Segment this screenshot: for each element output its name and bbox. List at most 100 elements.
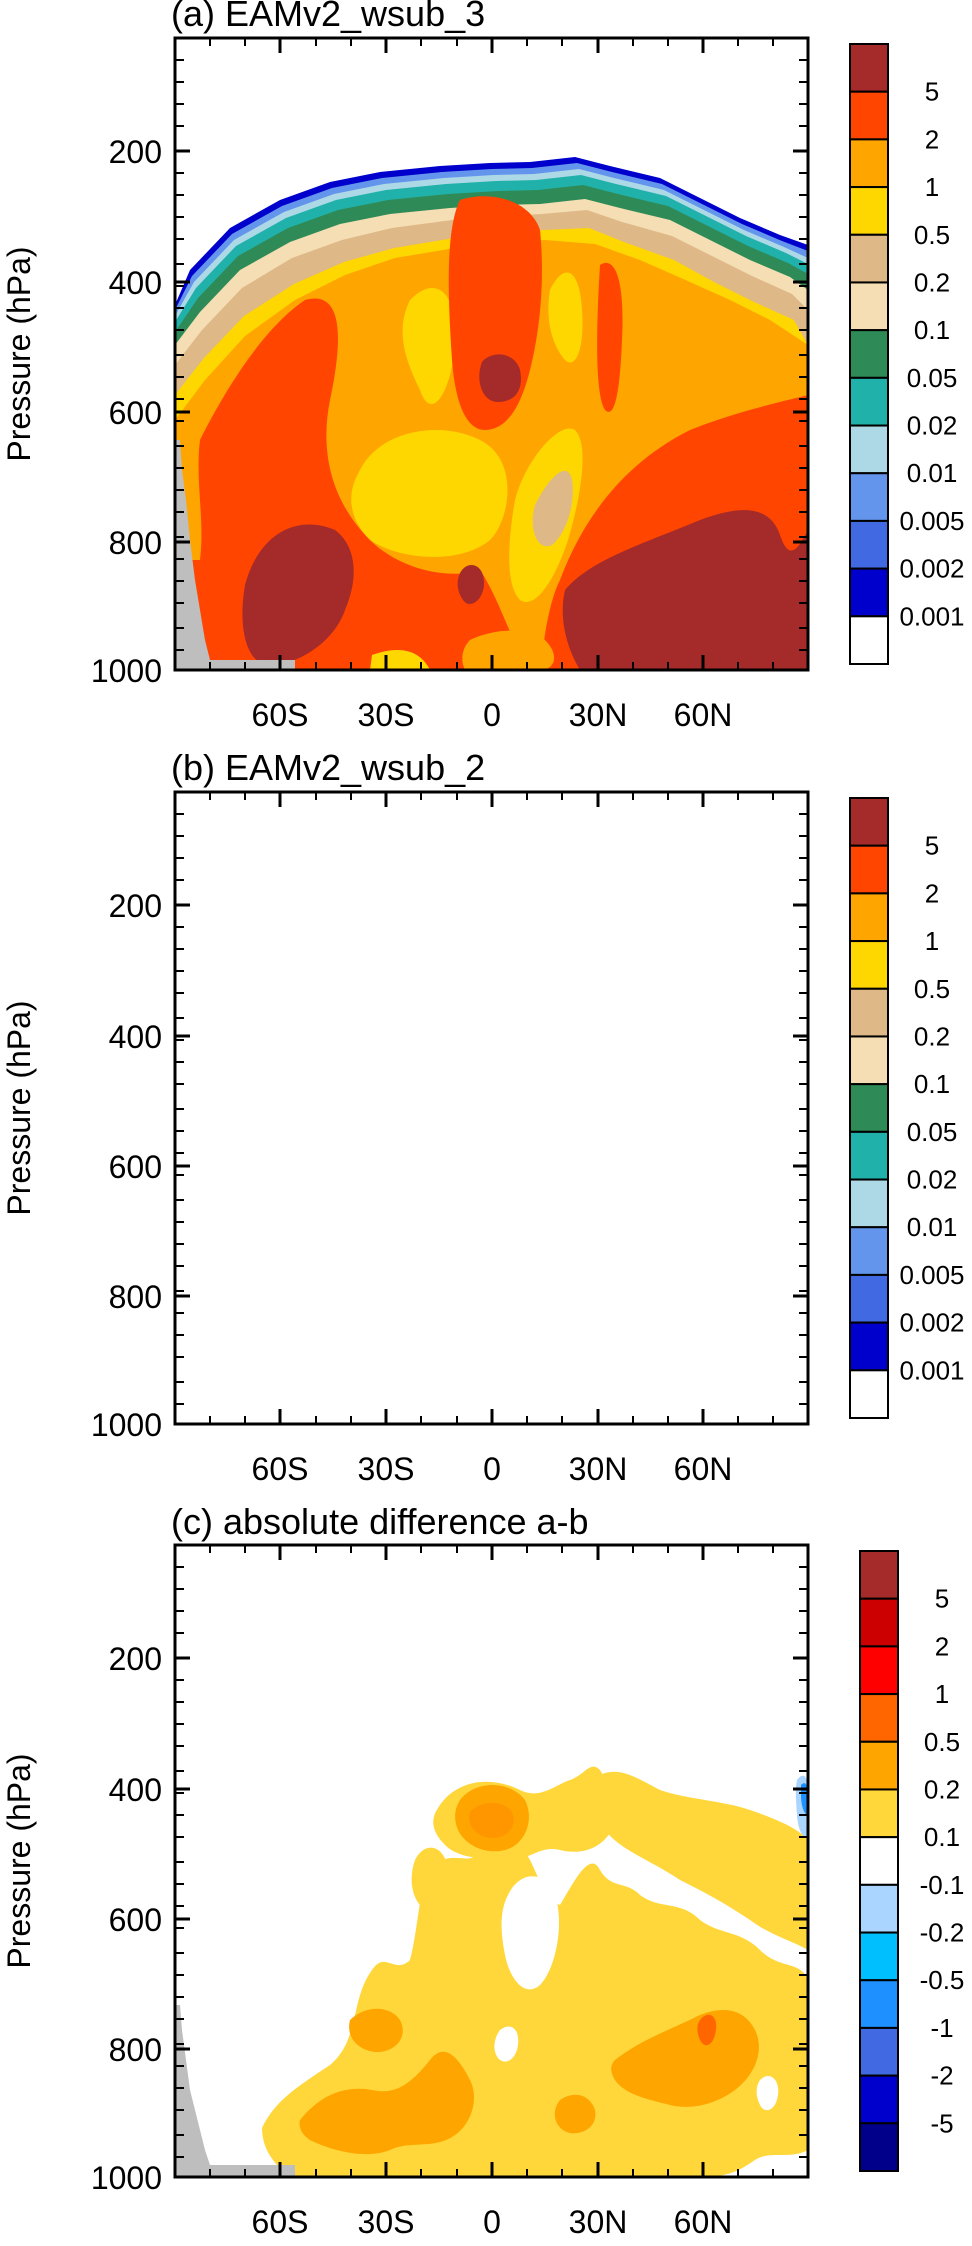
- panel-a-xtick-60S: 60S: [252, 697, 309, 733]
- colorbar-swatch: [859, 1883, 899, 1934]
- diff-level-0.2-nh: [611, 2010, 759, 2107]
- colorbar-swatch: [849, 797, 889, 847]
- panel-a-x-ticks: [278, 38, 705, 670]
- panel-b-frame: [173, 790, 810, 1426]
- colorbar-label: 0.002: [899, 554, 964, 584]
- contour-level-2-sfc-sh: [180, 1314, 220, 1424]
- colorbar-swatch: [849, 186, 889, 236]
- diff-level-0.1-nh-upper: [594, 1771, 808, 1950]
- panel-a-ytick-200: 200: [109, 134, 162, 170]
- panel-b-colorbar: 5 2 1 0.5 0.2 0.1 0.05 0.02 0.01 0.005 0.002 0.001: [849, 797, 965, 1420]
- diff-negative-spot-2: [801, 1783, 808, 1815]
- colorbar-label: 0.02: [907, 411, 958, 441]
- contour-level-2-nh-spot: [594, 1042, 614, 1090]
- colorbar-label: 0.001: [899, 1355, 964, 1385]
- panel-a: (a) EAMv2_wsub_3: [1, 0, 965, 733]
- contour-level-0.1: [175, 953, 808, 1424]
- colorbar-swatch: [849, 1273, 889, 1324]
- contour-level-0.2: [175, 964, 808, 1424]
- panel-c-y-major-ticks: [175, 1656, 808, 2051]
- colorbar-swatch: [849, 1035, 889, 1086]
- panel-c-xtick-30N: 30N: [569, 2204, 628, 2240]
- panel-a-xtick-60N: 60N: [674, 697, 733, 733]
- panel-a-ylabel: Pressure (hPa): [1, 246, 37, 461]
- panel-c-xtick-30S: 30S: [358, 2204, 415, 2240]
- colorbar-swatch: [859, 1645, 899, 1696]
- colorbar-label: 0.2: [924, 1774, 960, 1804]
- contour-level-0.5-center-pocket: [351, 430, 508, 557]
- colorbar-label: 0.2: [914, 1021, 950, 1051]
- colorbar-label: 2: [925, 124, 939, 154]
- contour-level-0.2-right-blob: [532, 470, 573, 547]
- contour-level-0.5-left-pocket: [402, 288, 456, 405]
- colorbar-label: 0.1: [914, 1069, 950, 1099]
- colorbar-swatch: [859, 1693, 899, 1743]
- colorbar-label: 0.2: [914, 267, 950, 297]
- contour-level-5-spot: [457, 565, 485, 605]
- panel-a-title: (a) EAMv2_wsub_3: [171, 0, 485, 34]
- antarctica-mask: [175, 2005, 295, 2177]
- colorbar-swatch: [849, 615, 889, 665]
- contour-level-0.5-center-pocket: [351, 1184, 507, 1311]
- panel-c-xtick-0: 0: [483, 2204, 501, 2240]
- colorbar-swatch: [859, 1979, 899, 2029]
- contour-level-0.5-left-pocket: [403, 1042, 456, 1158]
- colorbar-swatch: [859, 1836, 899, 1886]
- panel-c-colorbar: 5 2 1 0.5 0.2 0.1 -0.1 -0.2 -0.5 -1 -2 -5: [859, 1550, 964, 2173]
- panel-b-y-major-ticks: [175, 903, 808, 1298]
- panel-b-field: [175, 911, 808, 1424]
- contour-level-0.02: [175, 929, 808, 1424]
- panel-c-y-minor-ticks: [175, 1566, 808, 2158]
- panel-c-x-ticks: [278, 1545, 705, 2177]
- diff-level-0.5-center: [469, 1803, 514, 1838]
- diff-level-0.5-nh: [697, 2014, 717, 2046]
- colorbar-swatch: [849, 1369, 889, 1420]
- diff-level-0.2-sh2: [349, 2008, 403, 2053]
- panel-c-ytick-200: 200: [109, 1641, 162, 1677]
- panel-b-x-ticks: [278, 792, 705, 1424]
- colorbar-label: 5: [935, 1584, 949, 1614]
- colorbar-swatch: [849, 281, 889, 332]
- panel-b-ytick-600: 600: [109, 1149, 162, 1185]
- panel-a-ytick-600: 600: [109, 395, 162, 431]
- contour-level-1-sfc-tropics: [462, 1385, 554, 1424]
- colorbar-swatch: [849, 892, 889, 943]
- contour-level-5-spot: [458, 1321, 484, 1358]
- panel-a-x-minor-ticks: [209, 38, 774, 670]
- colorbar-swatch: [849, 1178, 889, 1229]
- antarctica-mask: [175, 1194, 295, 1424]
- colorbar-label: 0.005: [899, 506, 964, 536]
- colorbar-swatch: [849, 233, 889, 284]
- colorbar-swatch: [849, 987, 889, 1038]
- panel-b-ytick-200: 200: [109, 888, 162, 924]
- panel-a-xtick-30S: 30S: [358, 697, 415, 733]
- contour-level-0.05: [175, 939, 808, 1424]
- contour-level-0.001: [175, 911, 808, 1424]
- colorbar-swatch: [849, 472, 889, 522]
- colorbar-swatch: [859, 2074, 899, 2125]
- colorbar-label: 0.02: [907, 1165, 958, 1195]
- colorbar-swatch: [859, 1740, 899, 1791]
- contour-level-5-tropics: [479, 354, 521, 402]
- contour-level-1-sfc-tropics: [462, 630, 555, 670]
- diff-white-hole-2: [494, 2026, 519, 2062]
- panel-c-field: [175, 1766, 808, 2177]
- panel-b-ylabel: Pressure (hPa): [1, 1000, 37, 1215]
- colorbar-label: 0.01: [907, 1212, 958, 1242]
- panel-c-xtick-60N: 60N: [674, 2204, 733, 2240]
- colorbar-label: 1: [925, 926, 939, 956]
- colorbar-label: 0.05: [907, 1117, 958, 1147]
- panel-b-y-minor-ticks: [175, 813, 808, 1405]
- colorbar-label: -1: [930, 2013, 953, 2043]
- panel-b-title: (b) EAMv2_wsub_2: [171, 747, 485, 788]
- contour-level-5-sh: [242, 524, 354, 665]
- panel-c-ylabel: Pressure (hPa): [1, 1753, 37, 1968]
- colorbar-swatch: [849, 376, 889, 427]
- colorbar-swatch: [859, 2122, 899, 2173]
- colorbar-label: 2: [935, 1631, 949, 1661]
- panel-b: (b) EAMv2_wsub_2: [1, 747, 965, 1487]
- colorbar-label: 2: [925, 878, 939, 908]
- colorbar-label: -5: [930, 2108, 953, 2138]
- colorbar-label: 5: [925, 831, 939, 861]
- contour-level-2-sh: [198, 1052, 530, 1424]
